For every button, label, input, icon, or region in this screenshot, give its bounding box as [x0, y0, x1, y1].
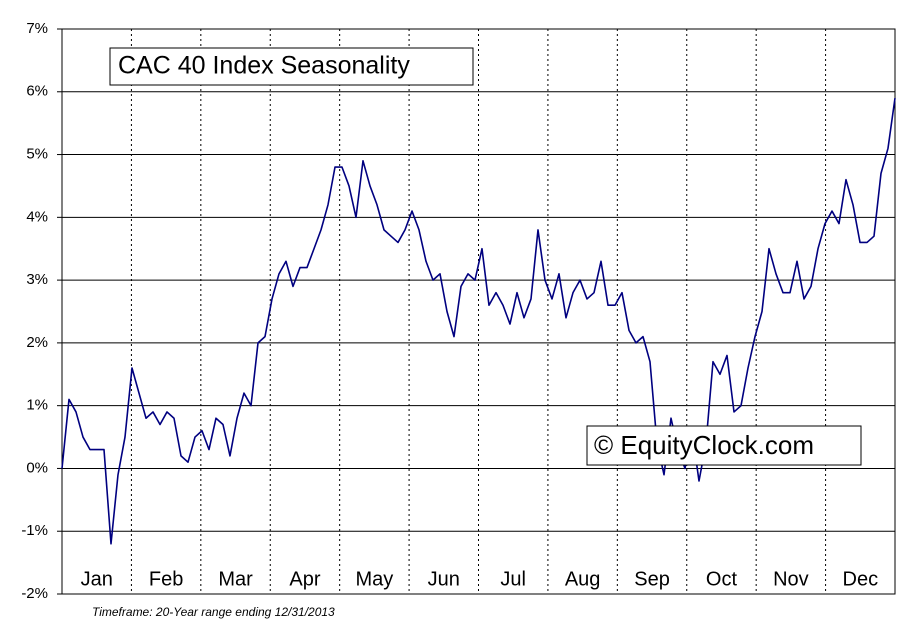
x-tick-label: Jan	[81, 568, 113, 590]
y-tick-label: 1%	[26, 397, 48, 414]
x-tick-label: Nov	[773, 568, 809, 590]
x-tick-label: Apr	[289, 568, 320, 590]
title-box	[109, 47, 474, 86]
x-tick-label: Mar	[218, 568, 253, 590]
x-tick-label: Jun	[428, 568, 460, 590]
chart-title: CAC 40 Index Seasonality	[118, 52, 410, 80]
y-tick-label: 0%	[26, 459, 48, 476]
y-tick-label: -1%	[21, 522, 48, 539]
x-tick-label: Jul	[500, 568, 526, 590]
x-tick-label: Sep	[634, 568, 670, 590]
y-tick-label: 2%	[26, 334, 48, 351]
x-tick-label: May	[355, 568, 393, 590]
y-tick-label: 6%	[26, 83, 48, 100]
x-tick-label: Oct	[706, 568, 738, 590]
watermark: © EquityClock.com	[594, 430, 814, 460]
y-tick-label: 4%	[26, 208, 48, 225]
y-tick-label: 5%	[26, 146, 48, 163]
y-tick-label: 7%	[26, 20, 48, 37]
x-tick-label: Aug	[565, 568, 601, 590]
y-tick-label: 3%	[26, 271, 48, 288]
watermark-box	[586, 425, 862, 466]
series-line	[61, 97, 896, 545]
y-tick-label: -2%	[21, 585, 48, 602]
x-tick-label: Feb	[149, 568, 183, 590]
x-tick-label: Dec	[843, 568, 879, 590]
grid	[57, 28, 895, 595]
marks	[61, 97, 896, 545]
footnote: Timeframe: 20-Year range ending 12/31/20…	[92, 605, 335, 619]
